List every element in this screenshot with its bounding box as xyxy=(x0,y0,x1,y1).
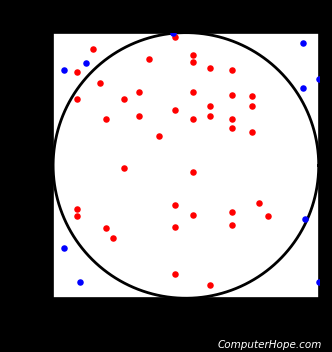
Point xyxy=(61,245,66,251)
Point xyxy=(207,113,212,119)
Point xyxy=(190,169,195,175)
Point xyxy=(300,86,305,91)
Point xyxy=(173,202,178,208)
Point xyxy=(230,125,235,131)
Point xyxy=(250,94,255,99)
Point xyxy=(230,67,235,73)
Point xyxy=(266,213,271,219)
Point xyxy=(173,34,178,39)
Point xyxy=(121,165,126,171)
Point xyxy=(300,40,305,46)
Point xyxy=(190,212,195,218)
Point xyxy=(207,282,212,288)
Point xyxy=(110,236,116,241)
Point xyxy=(146,56,151,62)
Point xyxy=(157,133,162,139)
Point xyxy=(84,60,89,66)
Point xyxy=(230,92,235,98)
Point xyxy=(250,130,255,135)
Point xyxy=(61,67,66,73)
Point xyxy=(97,80,102,86)
Point xyxy=(316,76,321,82)
Point xyxy=(173,271,178,277)
Point xyxy=(173,224,178,230)
Point xyxy=(303,216,308,221)
Point xyxy=(104,225,109,231)
Point xyxy=(74,213,80,219)
Point xyxy=(74,70,80,75)
Point xyxy=(230,116,235,122)
Point xyxy=(316,279,321,285)
Point xyxy=(74,206,80,212)
Point xyxy=(90,46,96,51)
Point xyxy=(230,209,235,215)
Point xyxy=(207,103,212,108)
Point xyxy=(207,66,212,71)
Point xyxy=(137,89,142,95)
Point xyxy=(137,113,142,119)
Point xyxy=(250,103,255,108)
Point xyxy=(190,59,195,65)
Point xyxy=(190,116,195,122)
Point xyxy=(74,96,80,102)
Point xyxy=(77,279,82,285)
Text: ComputerHope.com: ComputerHope.com xyxy=(218,340,322,350)
Point xyxy=(230,222,235,228)
Point xyxy=(170,30,175,36)
Point xyxy=(121,96,126,102)
Point xyxy=(256,200,262,206)
Point xyxy=(173,107,178,113)
Point xyxy=(190,52,195,58)
Point xyxy=(190,89,195,95)
Point xyxy=(104,116,109,122)
